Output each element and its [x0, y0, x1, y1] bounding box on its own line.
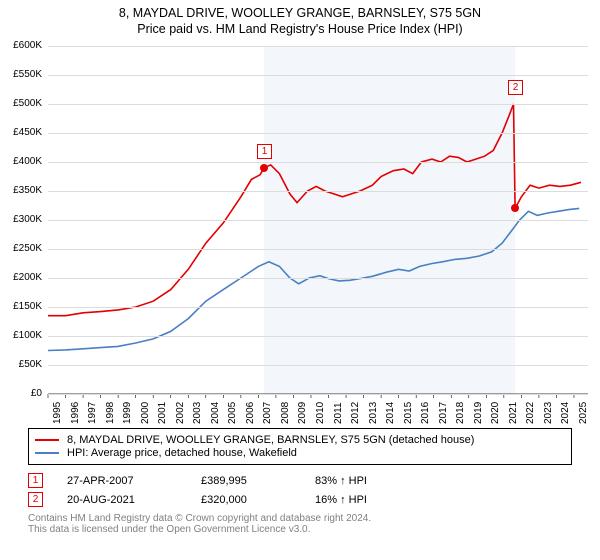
- gridline: [48, 220, 588, 221]
- legend-row-property: 8, MAYDAL DRIVE, WOOLLEY GRANGE, BARNSLE…: [35, 434, 565, 446]
- series-hpi: [48, 208, 579, 350]
- x-axis-label: 2007: [262, 402, 273, 424]
- gridline: [48, 104, 588, 105]
- gridline: [48, 249, 588, 250]
- x-axis-label: 2022: [525, 402, 536, 424]
- x-axis-label: 2011: [333, 402, 344, 424]
- x-axis-label: 1997: [87, 402, 98, 424]
- gridline: [48, 278, 588, 279]
- x-axis-label: 2025: [578, 402, 589, 424]
- x-axis-label: 2004: [210, 402, 221, 424]
- sale-marker-1: 1: [257, 144, 272, 159]
- footnote: Contains HM Land Registry data © Crown c…: [28, 513, 572, 535]
- y-axis-label: £300K: [2, 214, 42, 225]
- x-axis-label: 2023: [543, 402, 554, 424]
- x-axis-label: 1995: [52, 402, 63, 424]
- sales-marker-1: 1: [28, 473, 43, 488]
- x-axis-label: 2020: [490, 402, 501, 424]
- x-axis-label: 2016: [420, 402, 431, 424]
- x-axis-label: 2008: [280, 402, 291, 424]
- y-axis-label: £100K: [2, 330, 42, 341]
- legend-swatch-property: [35, 439, 59, 441]
- sales-price-2: £320,000: [201, 494, 291, 506]
- gridline: [48, 162, 588, 163]
- x-axis-label: 2018: [455, 402, 466, 424]
- footnote-line2: This data is licensed under the Open Gov…: [28, 524, 572, 535]
- gridline: [48, 365, 588, 366]
- legend-swatch-hpi: [35, 452, 59, 454]
- x-axis-label: 2024: [560, 402, 571, 424]
- y-axis-label: £350K: [2, 185, 42, 196]
- chart-title-block: 8, MAYDAL DRIVE, WOOLLEY GRANGE, BARNSLE…: [0, 0, 600, 36]
- x-axis-label: 2013: [368, 402, 379, 424]
- x-axis-label: 2000: [140, 402, 151, 424]
- x-axis-label: 2010: [315, 402, 326, 424]
- y-axis-label: £250K: [2, 243, 42, 254]
- y-axis-label: £600K: [2, 40, 42, 51]
- x-axis-label: 1998: [105, 402, 116, 424]
- x-axis-label: 2009: [297, 402, 308, 424]
- y-axis-label: £200K: [2, 272, 42, 283]
- legend-label-hpi: HPI: Average price, detached house, Wake…: [67, 447, 297, 459]
- y-axis-label: £400K: [2, 156, 42, 167]
- sales-pct-2: 16% ↑ HPI: [315, 494, 405, 506]
- sales-row-1: 1 27-APR-2007 £389,995 83% ↑ HPI: [28, 473, 572, 488]
- y-axis-label: £50K: [2, 359, 42, 370]
- sale-dot-2: [511, 204, 519, 212]
- x-axis-label: 2021: [508, 402, 519, 424]
- chart-area: £0 £50K £100K £150K £200K £250K £300K £350K £400…: [0, 36, 600, 424]
- chart-title-address: 8, MAYDAL DRIVE, WOOLLEY GRANGE, BARNSLE…: [0, 6, 600, 20]
- y-axis-label: £500K: [2, 98, 42, 109]
- x-axis-label: 2017: [438, 402, 449, 424]
- y-axis-label: £550K: [2, 69, 42, 80]
- sales-date-1: 27-APR-2007: [67, 475, 177, 487]
- x-axis-label: 2002: [175, 402, 186, 424]
- legend-row-hpi: HPI: Average price, detached house, Wake…: [35, 447, 565, 459]
- x-axis-label: 1996: [70, 402, 81, 424]
- sales-date-2: 20-AUG-2021: [67, 494, 177, 506]
- x-axis-label: 2015: [403, 402, 414, 424]
- sales-row-2: 2 20-AUG-2021 £320,000 16% ↑ HPI: [28, 492, 572, 507]
- sale-marker-2: 2: [508, 80, 523, 95]
- chart-title-sub: Price paid vs. HM Land Registry's House …: [0, 22, 600, 36]
- sales-table: 1 27-APR-2007 £389,995 83% ↑ HPI 2 20-AU…: [28, 473, 572, 507]
- series-property: [48, 104, 581, 316]
- sale-dot-1: [260, 164, 268, 172]
- gridline: [48, 307, 588, 308]
- x-axis-label: 2003: [192, 402, 203, 424]
- gridline: [48, 75, 588, 76]
- sales-pct-1: 83% ↑ HPI: [315, 475, 405, 487]
- x-axis-label: 2012: [350, 402, 361, 424]
- x-axis-label: 2019: [473, 402, 484, 424]
- footnote-line1: Contains HM Land Registry data © Crown c…: [28, 513, 572, 524]
- y-axis-label: £150K: [2, 301, 42, 312]
- gridline: [48, 394, 588, 395]
- x-axis-label: 2005: [227, 402, 238, 424]
- legend-label-property: 8, MAYDAL DRIVE, WOOLLEY GRANGE, BARNSLE…: [67, 434, 474, 446]
- sales-price-1: £389,995: [201, 475, 291, 487]
- y-axis-label: £0: [2, 388, 42, 399]
- x-axis-label: 1999: [122, 402, 133, 424]
- gridline: [48, 133, 588, 134]
- sales-marker-2: 2: [28, 492, 43, 507]
- y-axis-label: £450K: [2, 127, 42, 138]
- gridline: [48, 191, 588, 192]
- gridline: [48, 336, 588, 337]
- legend-box: 8, MAYDAL DRIVE, WOOLLEY GRANGE, BARNSLE…: [28, 428, 572, 465]
- x-axis-label: 2006: [245, 402, 256, 424]
- x-axis-label: 2014: [385, 402, 396, 424]
- gridline: [48, 46, 588, 47]
- x-axis-label: 2001: [157, 402, 168, 424]
